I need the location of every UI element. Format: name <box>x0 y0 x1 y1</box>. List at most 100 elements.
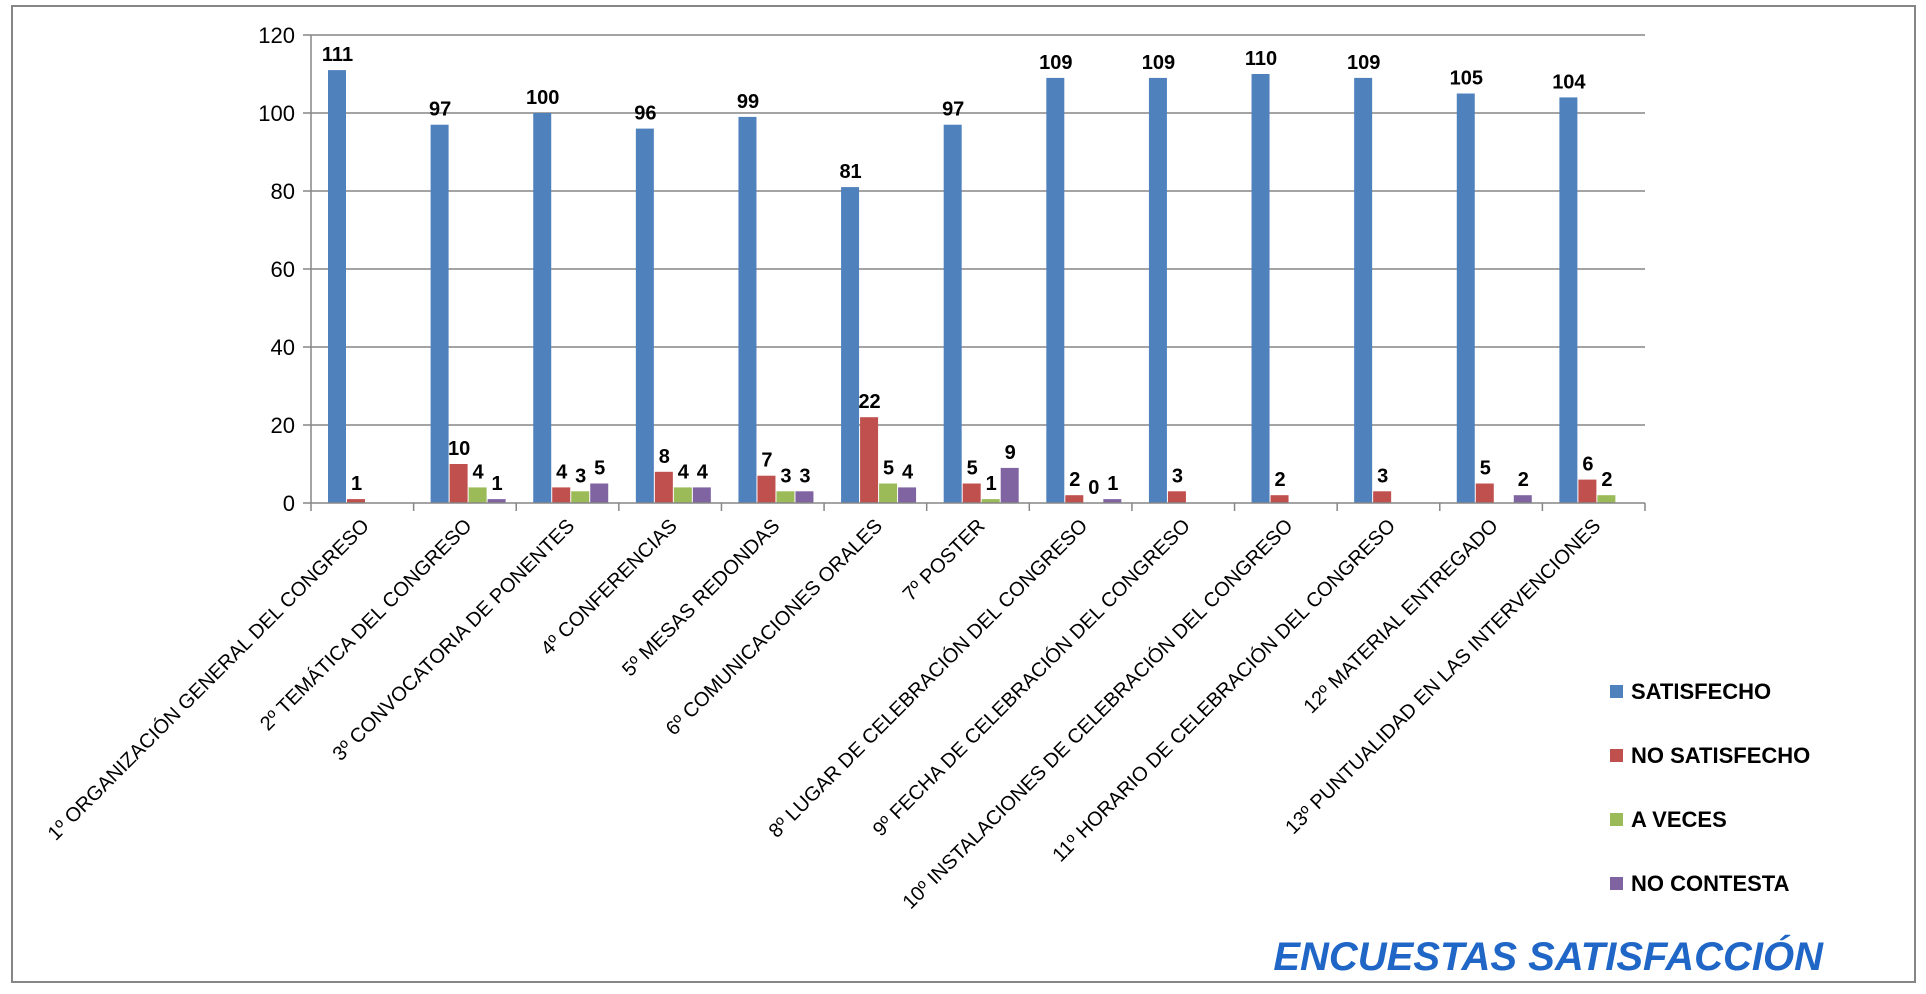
legend-swatch <box>1610 685 1623 698</box>
data-label: 5 <box>594 458 605 480</box>
bar <box>1270 495 1289 503</box>
data-label: 2 <box>1274 469 1285 491</box>
bar <box>533 113 552 503</box>
y-tick-label: 100 <box>258 101 295 126</box>
legend-label: NO SATISFECHO <box>1631 743 1810 768</box>
bar <box>1148 77 1167 504</box>
bar <box>635 128 654 503</box>
data-label: 96 <box>634 103 656 125</box>
data-label: 4 <box>678 461 690 483</box>
data-label: 1 <box>351 473 362 495</box>
bar <box>898 487 917 503</box>
bars <box>328 70 1616 504</box>
bar <box>1475 483 1494 503</box>
data-label: 5 <box>967 458 978 480</box>
bar <box>1373 491 1392 503</box>
bar <box>692 487 711 503</box>
bar <box>347 499 365 503</box>
data-label: 3 <box>1377 465 1388 487</box>
data-label: 99 <box>737 91 759 113</box>
data-label: 104 <box>1552 71 1586 93</box>
bar <box>943 124 962 503</box>
bar <box>879 483 898 503</box>
chart-title: ENCUESTAS SATISFACCIÓN <box>1273 933 1824 979</box>
data-label: 3 <box>780 465 791 487</box>
bar <box>552 487 571 503</box>
bar <box>449 464 468 503</box>
bar <box>430 124 449 503</box>
data-label: 8 <box>659 446 670 468</box>
data-label: 0 <box>1088 477 1099 499</box>
data-label: 110 <box>1245 48 1277 70</box>
data-label: 9 <box>1005 442 1016 464</box>
bar <box>841 187 860 503</box>
data-label: 1 <box>986 473 997 495</box>
data-label: 1 <box>492 473 503 495</box>
bar <box>1559 97 1578 504</box>
data-label: 97 <box>942 99 964 121</box>
legend-swatch <box>1610 877 1623 890</box>
bar <box>1103 499 1122 503</box>
bar <box>1000 467 1019 503</box>
bar <box>590 483 609 503</box>
bar <box>468 487 487 503</box>
data-label: 6 <box>1582 454 1593 476</box>
bar <box>1354 77 1373 504</box>
bar <box>571 491 590 503</box>
bar <box>654 471 673 503</box>
legend-swatch <box>1610 749 1623 762</box>
data-label: 22 <box>858 391 880 413</box>
data-label: 2 <box>1518 469 1529 491</box>
bar <box>487 499 506 503</box>
data-label: 105 <box>1450 68 1483 90</box>
y-tick-label: 0 <box>283 491 295 516</box>
y-tick-label: 40 <box>271 335 295 360</box>
bar <box>1167 491 1186 503</box>
data-label: 1 <box>1107 473 1118 495</box>
data-label: 109 <box>1039 52 1072 74</box>
bar <box>1513 495 1532 503</box>
data-label: 100 <box>526 87 559 109</box>
bar <box>860 417 879 503</box>
data-label: 109 <box>1347 52 1380 74</box>
bar <box>1251 74 1270 503</box>
legend-swatch <box>1610 813 1623 826</box>
y-tick-label: 80 <box>271 179 295 204</box>
data-label: 4 <box>902 461 914 483</box>
y-tick-label: 120 <box>258 23 295 48</box>
legend-label: SATISFECHO <box>1631 679 1771 704</box>
bar <box>328 70 346 503</box>
y-tick-label: 20 <box>271 413 295 438</box>
bar <box>757 475 776 503</box>
bar <box>795 491 814 503</box>
bar <box>1597 495 1616 503</box>
data-label: 4 <box>697 461 709 483</box>
bar <box>962 483 981 503</box>
axes <box>303 34 1646 511</box>
data-label: 97 <box>429 99 451 121</box>
data-label: 10 <box>448 438 470 460</box>
data-label: 5 <box>883 458 894 480</box>
y-tick-labels: 0 20 40 60 80 100 120 <box>258 23 295 516</box>
bar <box>738 116 757 504</box>
bar <box>1065 495 1084 503</box>
legend: SATISFECHO NO SATISFECHO A VECES NO CONTEST… <box>1610 679 1810 896</box>
data-label: 2 <box>1601 469 1612 491</box>
y-tick-label: 60 <box>271 257 295 282</box>
data-label: 3 <box>575 465 586 487</box>
data-label: 111 <box>322 44 353 66</box>
bar <box>776 491 795 503</box>
data-label: 3 <box>799 465 810 487</box>
bar <box>1046 77 1065 504</box>
data-label: 4 <box>473 461 485 483</box>
bar <box>673 487 692 503</box>
data-label: 4 <box>556 461 568 483</box>
data-label: 5 <box>1480 458 1491 480</box>
legend-label: A VECES <box>1631 807 1727 832</box>
data-label: 2 <box>1069 469 1080 491</box>
data-label: 7 <box>761 450 772 472</box>
data-label: 81 <box>839 161 861 183</box>
